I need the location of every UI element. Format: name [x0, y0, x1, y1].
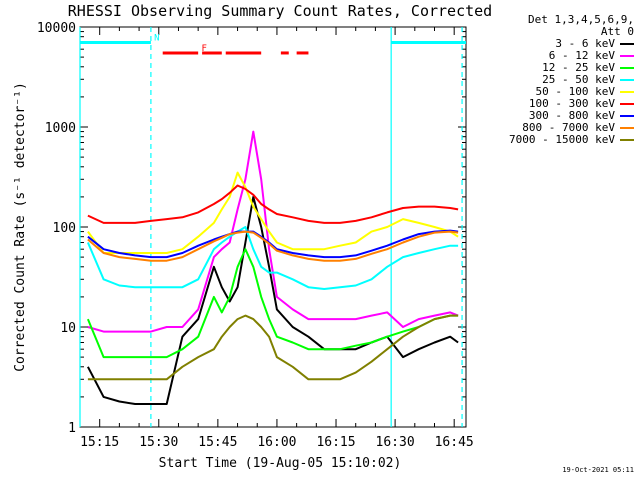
- series-line: [87, 184, 459, 224]
- legend-entry: 25 - 50 keV: [478, 74, 634, 86]
- x-tick-label: 16:15: [316, 435, 355, 450]
- legend-attenuator-line: Att 0: [600, 25, 634, 38]
- legend-swatch: [620, 115, 634, 117]
- plot-area: 1 10 100 1000 10000 15:15 15:30 15:45 16:00 16:15…: [37, 21, 474, 450]
- legend-entries: 3 - 6 keV 6 - 12 keV 12 - 25 keV 25 - 50 ke…: [478, 38, 634, 146]
- legend-swatch: [620, 127, 634, 129]
- x-tick-label: 16:00: [257, 435, 296, 450]
- legend-entry-label: 6 - 12 keV: [548, 49, 615, 62]
- legend-swatch: [620, 79, 634, 81]
- legend-entry: 12 - 25 keV: [478, 62, 634, 74]
- legend-detector-line: Det 1,3,4,5,6,9,: [528, 13, 634, 26]
- legend-swatch: [620, 103, 634, 105]
- legend-entry: 3 - 6 keV: [478, 38, 634, 50]
- legend-entry: 300 - 800 keV: [478, 110, 634, 122]
- y-tick-label: 1: [68, 421, 76, 436]
- plot-frame: [79, 26, 467, 428]
- legend-entry: 800 - 7000 keV: [478, 122, 634, 134]
- x-tick-label: 15:45: [198, 435, 237, 450]
- legend-swatch: [620, 91, 634, 93]
- series-line: [87, 314, 459, 381]
- series-line: [87, 230, 459, 262]
- legend-swatch: [620, 55, 634, 57]
- series-line: [87, 130, 459, 333]
- y-tick-label: 10000: [37, 21, 76, 36]
- series-line: [87, 195, 459, 405]
- legend-entry: 7000 - 15000 keV: [478, 134, 634, 146]
- x-tick-label: 16:45: [435, 435, 474, 450]
- x-tick-label: 16:30: [376, 435, 415, 450]
- x-tick-label: 15:30: [139, 435, 178, 450]
- y-axis-label: Corrected Count Rate (s⁻¹ detector⁻¹): [13, 82, 28, 372]
- x-axis-label: Start Time (19-Aug-05 15:10:02): [159, 456, 402, 471]
- legend-swatch: [620, 43, 634, 45]
- timestamp: 19-Oct-2021 05:11: [562, 466, 634, 474]
- y-tick-label: 100: [53, 221, 76, 236]
- legend-entry-label: 25 - 50 keV: [542, 73, 615, 86]
- series-line: [87, 171, 459, 254]
- chart-title: RHESSI Observing Summary Count Rates, Co…: [68, 2, 492, 20]
- y-tick-label: 10: [60, 321, 76, 336]
- x-tick-label: 15:15: [80, 435, 119, 450]
- legend-entry-label: 100 - 300 keV: [528, 97, 615, 110]
- series-line: [86, 226, 459, 290]
- legend-swatch: [620, 139, 634, 141]
- series-line: [86, 248, 459, 359]
- legend-entry-label: 12 - 25 keV: [542, 61, 615, 74]
- legend-swatch: [620, 67, 634, 69]
- annotation-label: F: [201, 44, 206, 54]
- legend-entry-label: 300 - 800 keV: [528, 109, 615, 122]
- legend-entry-label: 7000 - 15000 keV: [509, 133, 615, 146]
- legend-entry-label: 50 - 100 keV: [535, 85, 615, 98]
- legend-entry-label: 3 - 6 keV: [555, 37, 615, 50]
- legend: Det 1,3,4,5,6,9, Att 0 3 - 6 keV 6 - 12 k…: [478, 14, 634, 146]
- y-tick-label: 1000: [45, 121, 76, 136]
- annotation-label: N: [154, 33, 159, 43]
- legend-entry: 100 - 300 keV: [478, 98, 634, 110]
- legend-entry-label: 800 - 7000 keV: [522, 121, 615, 134]
- legend-entry: 50 - 100 keV: [478, 86, 634, 98]
- legend-entry: 6 - 12 keV: [478, 50, 634, 62]
